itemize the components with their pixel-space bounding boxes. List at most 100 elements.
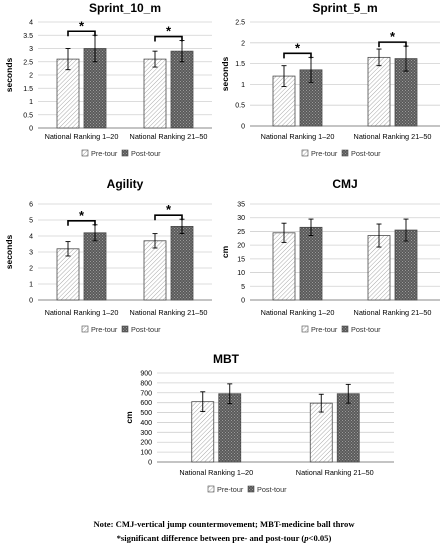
category-label: National Ranking 1–20 [261,132,335,141]
category-label: National Ranking 21–50 [354,132,432,141]
legend-swatch-post [341,325,349,333]
note-significance-suffix: <0.05) [308,533,332,543]
legend-label: Pre-tour [217,485,244,494]
significance-bracket [154,35,183,42]
category-label: National Ranking 1–20 [45,308,119,317]
bar-pre [367,56,391,127]
chart-title: Sprint_10_m [89,1,161,15]
bar-pre [143,240,167,301]
significance-star: * [390,29,396,44]
y-tick-label: 0 [241,124,245,131]
significance-star: * [166,24,172,39]
y-axis-label: seconds [4,234,14,269]
y-tick-label: 3 [29,250,33,257]
chart-title: CMJ [332,177,357,191]
y-tick-label: 2 [29,73,33,80]
significance-star: * [166,202,172,217]
chart-1: Sprint_10_m 0 0.5 1 1.5 2 2.5 3 3.5 4 seconds * Nati… [4,1,212,158]
legend-label: Pre-tour [311,149,338,158]
legend-label: Post-tour [351,149,381,158]
y-tick-label: 0 [241,298,245,305]
y-tick-label: 35 [237,202,245,209]
legend-label: Post-tour [131,325,161,334]
y-tick-label: 15 [237,256,245,263]
legend-label: Pre-tour [311,325,338,334]
legend-label: Post-tour [351,325,381,334]
y-tick-label: 3 [29,46,33,53]
chart-title: Agility [107,177,144,191]
y-tick-label: 5 [29,218,33,225]
chart-title: MBT [213,352,240,366]
bar-post [170,50,194,129]
chart-3: Agility 0 1 2 3 4 5 6 seconds * National Ranking 1… [4,177,212,334]
y-tick-label: 300 [140,430,152,437]
bar-pre [143,58,167,129]
significance-bracket [283,52,312,59]
category-label: National Ranking 21–50 [354,308,432,317]
bar-post [336,393,360,463]
y-tick-label: 0.5 [235,103,245,110]
legend-label: Post-tour [257,485,287,494]
y-tick-label: 3.5 [23,33,33,40]
y-tick-label: 0.5 [23,112,33,119]
y-tick-label: 1 [29,99,33,106]
significance-bracket [154,214,183,221]
y-tick-label: 25 [237,229,245,236]
y-axis-label: cm [220,245,230,258]
legend-swatch-post [121,325,129,333]
category-label: National Ranking 21–50 [130,308,208,317]
y-tick-label: 10 [237,270,245,277]
y-tick-label: 700 [140,390,152,397]
bar-post [170,225,194,301]
y-tick-label: 800 [140,380,152,387]
category-label: National Ranking 21–50 [130,132,208,141]
significance-star: * [295,40,301,55]
legend-label: Pre-tour [91,325,118,334]
note-abbreviations: Note: CMJ-vertical jump countermovement;… [93,519,355,529]
y-tick-label: 6 [29,202,33,209]
legend-swatch-pre [301,325,309,333]
y-tick-label: 20 [237,243,245,250]
y-tick-label: 400 [140,420,152,427]
chart-4: CMJ 0 5 10 15 20 25 30 35 cm National Ranking 1–20… [220,177,440,334]
legend-swatch-pre [207,485,215,493]
y-axis-label: seconds [4,57,14,92]
y-axis-label: seconds [220,56,230,91]
y-axis-label: cm [124,411,134,424]
significance-star: * [79,18,85,33]
y-tick-label: 1 [241,82,245,89]
y-tick-label: 500 [140,410,152,417]
note-significance-p: p [304,533,309,543]
legend-label: Post-tour [131,149,161,158]
category-label: National Ranking 21–50 [296,468,374,477]
y-tick-label: 1.5 [235,61,245,68]
legend-swatch-post [121,149,129,157]
y-tick-label: 900 [140,371,152,378]
legend-swatch-pre [81,149,89,157]
legend-swatch-post [341,149,349,157]
note-significance: *significant difference between pre- and… [0,533,448,543]
bar-post [83,232,107,301]
y-tick-label: 2 [241,40,245,47]
significance-bracket [67,220,96,226]
y-tick-label: 0 [148,460,152,467]
significance-bracket [67,30,96,37]
chart-2: Sprint_5_m 0 0.5 1 1.5 2 2.5 seconds * National R… [220,1,440,158]
y-tick-label: 30 [237,215,245,222]
y-tick-label: 0 [29,126,33,133]
y-tick-label: 200 [140,440,152,447]
chart-title: Sprint_5_m [312,1,377,15]
bar-post [299,226,323,301]
legend-label: Pre-tour [91,149,118,158]
category-label: National Ranking 1–20 [261,308,335,317]
category-label: National Ranking 1–20 [45,132,119,141]
y-tick-label: 5 [241,284,245,291]
significance-bracket [378,41,407,48]
bar-pre [272,232,296,301]
note-significance-prefix: *significant difference between pre- and… [116,533,305,543]
bar-pre [56,248,80,301]
y-tick-label: 100 [140,450,152,457]
y-tick-label: 600 [140,400,152,407]
category-label: National Ranking 1–20 [179,468,253,477]
